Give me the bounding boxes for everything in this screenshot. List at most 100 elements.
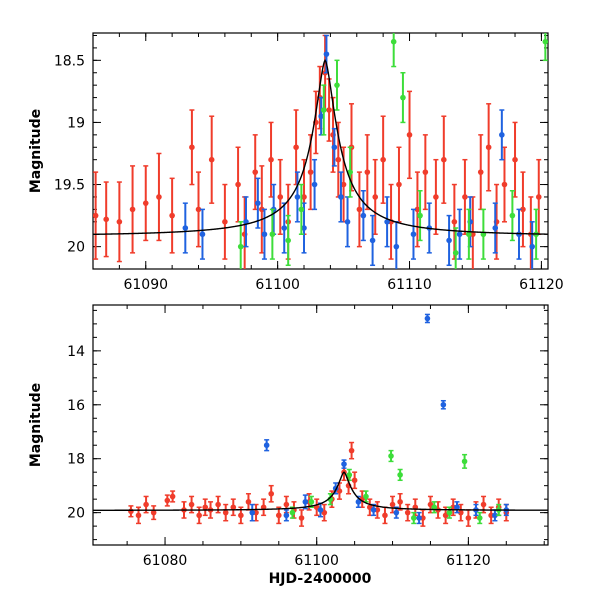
bottom-panel-ylabel: Magnitude bbox=[28, 383, 44, 467]
data-point bbox=[406, 90, 413, 180]
data-point bbox=[452, 227, 459, 269]
data-point bbox=[410, 511, 417, 525]
x-tick-label: 61090 bbox=[123, 277, 168, 293]
data-point bbox=[150, 505, 157, 521]
data-point bbox=[301, 202, 307, 254]
data-point bbox=[384, 196, 390, 248]
data-point bbox=[427, 495, 434, 514]
data-point bbox=[477, 134, 484, 211]
data-point bbox=[441, 115, 447, 204]
data-point bbox=[156, 152, 162, 242]
data-point bbox=[311, 158, 318, 211]
data-point bbox=[382, 506, 388, 525]
data-point bbox=[346, 468, 353, 482]
data-point bbox=[380, 115, 386, 204]
data-point bbox=[129, 165, 136, 254]
data-point bbox=[397, 468, 403, 482]
top-panel-marks bbox=[93, 33, 548, 269]
y-tick-label: 20 bbox=[67, 240, 85, 256]
data-point bbox=[542, 33, 548, 62]
data-point bbox=[208, 115, 215, 204]
data-point bbox=[451, 183, 458, 260]
data-point bbox=[364, 134, 371, 211]
data-point bbox=[269, 208, 276, 260]
data-point bbox=[189, 109, 195, 186]
data-point bbox=[369, 214, 376, 267]
data-point bbox=[298, 509, 305, 527]
data-point bbox=[388, 449, 394, 463]
series-red bbox=[93, 34, 542, 269]
data-point bbox=[169, 490, 176, 503]
data-point bbox=[465, 509, 472, 527]
data-point bbox=[404, 503, 411, 522]
data-point bbox=[396, 146, 402, 223]
data-point bbox=[338, 171, 344, 223]
series-blue bbox=[249, 313, 510, 525]
top-panel: Magnitude 61090 61100 61110 61120 18.5 19 19.5… bbox=[28, 32, 564, 293]
data-point bbox=[230, 498, 237, 517]
data-point bbox=[320, 84, 327, 136]
model-curve bbox=[93, 58, 548, 236]
data-point bbox=[389, 495, 396, 514]
data-point bbox=[410, 208, 417, 260]
y-tick-label: 20 bbox=[67, 506, 85, 522]
y-tick-label: 18.5 bbox=[54, 53, 85, 69]
bottom-panel-ticks: 61080 61100 61120 14 16 18 20 bbox=[67, 305, 548, 569]
data-point bbox=[348, 441, 355, 460]
data-point bbox=[414, 171, 421, 248]
series-green bbox=[237, 33, 548, 269]
data-point bbox=[237, 221, 244, 269]
data-point bbox=[466, 208, 472, 260]
data-point bbox=[283, 509, 290, 522]
y-tick-label: 19.5 bbox=[54, 178, 85, 194]
x-tick-label: 61110 bbox=[387, 277, 432, 293]
data-point bbox=[285, 214, 291, 267]
data-point bbox=[493, 183, 500, 260]
data-point bbox=[397, 493, 403, 511]
data-point bbox=[347, 146, 353, 198]
data-point bbox=[298, 183, 305, 235]
data-point bbox=[263, 439, 270, 452]
series-green bbox=[289, 449, 502, 525]
data-point bbox=[135, 506, 142, 525]
data-point bbox=[245, 493, 252, 511]
data-point bbox=[182, 202, 189, 254]
data-point bbox=[476, 511, 483, 525]
data-point bbox=[93, 171, 99, 260]
data-point bbox=[281, 202, 288, 254]
data-point bbox=[255, 177, 261, 229]
data-point bbox=[341, 459, 347, 469]
data-point bbox=[446, 214, 452, 267]
data-point bbox=[492, 202, 499, 254]
data-point bbox=[195, 171, 202, 248]
data-point bbox=[351, 471, 358, 490]
x-tick-label: 61100 bbox=[255, 277, 300, 293]
top-panel-ticks: 61090 61100 61110 61120 18.5 19 19.5 20 bbox=[54, 33, 564, 293]
data-point bbox=[393, 506, 400, 519]
data-point bbox=[334, 59, 340, 111]
data-point bbox=[417, 189, 423, 242]
data-point bbox=[462, 158, 468, 235]
data-point bbox=[327, 493, 334, 506]
bottom-panel: Magnitude HJD-2400000 61080 61100 61120 14 1… bbox=[28, 304, 549, 587]
data-point bbox=[457, 503, 464, 522]
data-point bbox=[393, 221, 400, 269]
data-point bbox=[103, 181, 109, 258]
series-blue bbox=[182, 34, 535, 269]
data-point bbox=[499, 109, 505, 161]
data-point bbox=[422, 134, 429, 211]
data-point bbox=[116, 181, 123, 263]
y-tick-label: 14 bbox=[67, 344, 85, 360]
data-point bbox=[461, 453, 468, 469]
data-point bbox=[512, 121, 518, 198]
data-point bbox=[222, 183, 228, 260]
data-point bbox=[400, 71, 406, 124]
bottom-panel-frame bbox=[92, 304, 549, 546]
x-tick-label: 61120 bbox=[519, 277, 564, 293]
data-point bbox=[308, 495, 315, 508]
data-point bbox=[360, 189, 367, 242]
data-point bbox=[275, 506, 282, 525]
data-point bbox=[307, 134, 314, 211]
top-panel-frame bbox=[92, 32, 549, 270]
